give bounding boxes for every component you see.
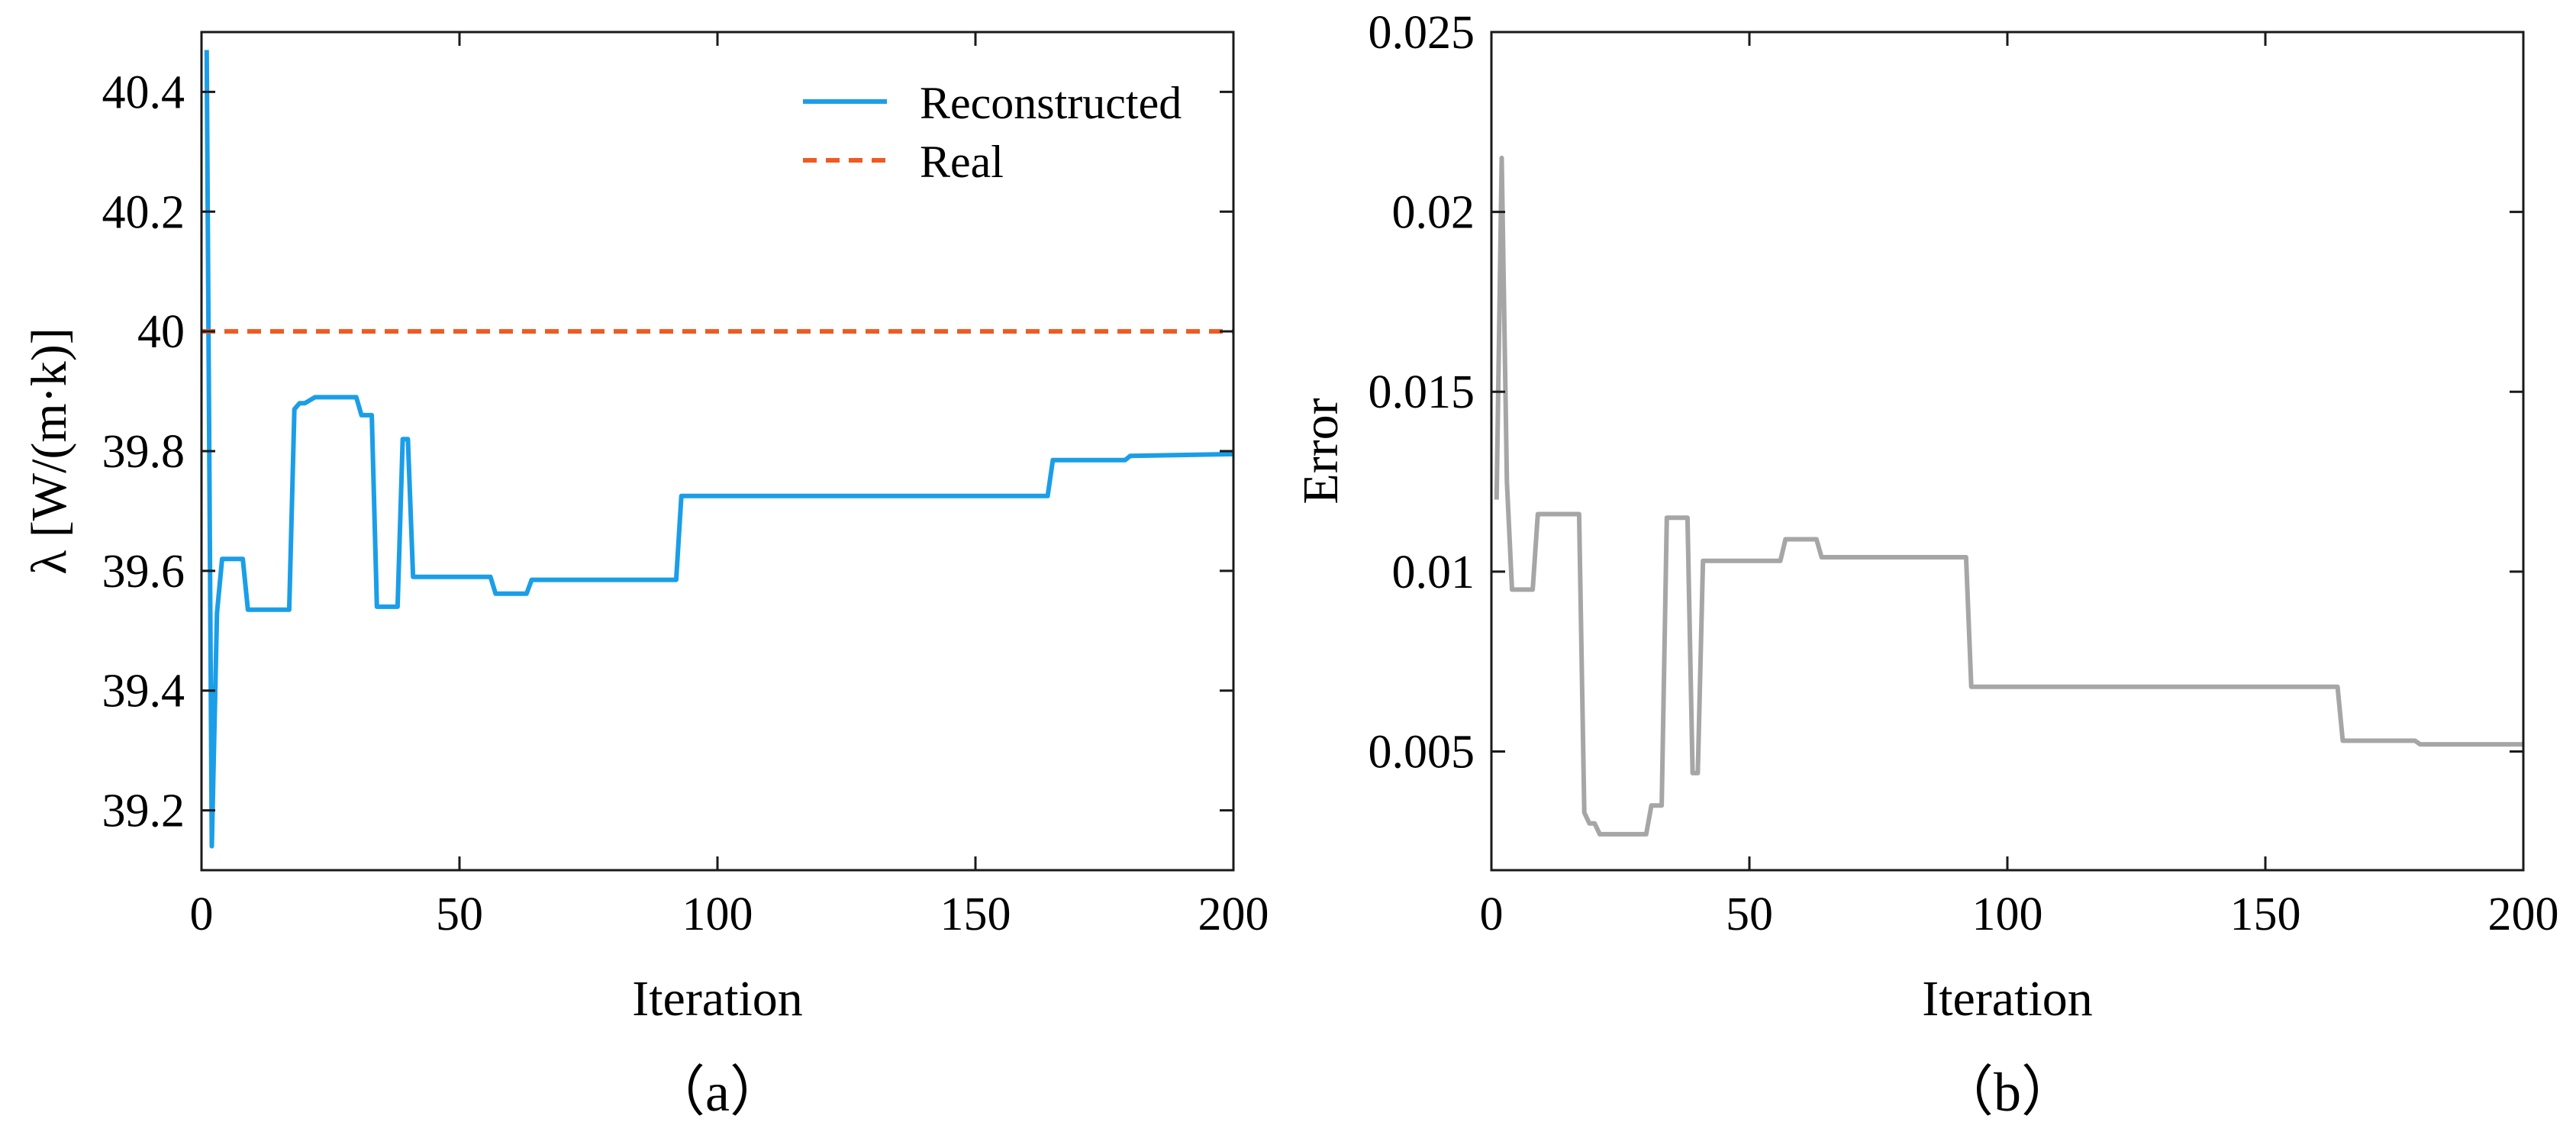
panel-a-y-axis-label: λ [W/(m·k)]	[21, 327, 77, 574]
legend-label-real: Real	[920, 137, 1004, 187]
panel-a-marks	[202, 50, 1234, 849]
panel-a-y-tick-label: 39.8	[102, 426, 185, 478]
panel-a-x-tick-label: 100	[682, 889, 753, 940]
panel-a-x-tick-label: 150	[940, 889, 1011, 940]
panel-b-marks	[1494, 155, 2523, 837]
panel-a-y-tick-label: 40.4	[102, 66, 185, 118]
panel-a-ticks: 0 50 100 150 200 39.2 39.4 39.6 39.8 40 40.2 40.4	[102, 32, 1269, 940]
panel-a-y-tick-label: 40	[137, 306, 185, 358]
panel-b-ticks: 0 50 100 150 200 0.005 0.01 0.015 0.02 0.025	[1369, 7, 2559, 940]
panel-a-legend: Reconstructed Real	[803, 78, 1182, 187]
panel-b-x-tick-label: 200	[2488, 889, 2559, 940]
panel-b-x-tick-label: 100	[1972, 889, 2043, 940]
panel-b-y-axis-label: Error	[1293, 398, 1349, 504]
panel-a-y-tick-label: 39.2	[102, 785, 185, 837]
panel-b-y-tick-label: 0.015	[1369, 366, 1475, 418]
panel-a-x-tick-label: 50	[436, 889, 483, 940]
panel-a-x-axis-label: Iteration	[632, 971, 803, 1027]
panel-b-series-error-line	[1494, 155, 2523, 837]
panel-a-y-tick-label: 40.2	[102, 186, 185, 238]
panel-a-series-reconstructed-line	[204, 50, 1234, 849]
panel-b-x-tick-label: 150	[2230, 889, 2301, 940]
panel-a-caption: （a）	[650, 1062, 785, 1123]
panel-b-y-tick-label: 0.01	[1392, 547, 1475, 598]
panel-b-y-tick-label: 0.02	[1392, 187, 1475, 239]
panel-a-x-tick-label: 0	[190, 889, 214, 940]
panel-b-y-tick-label: 0.005	[1369, 726, 1475, 778]
panel-b-x-tick-label: 0	[1480, 889, 1504, 940]
legend-label-reconstructed: Reconstructed	[920, 78, 1182, 128]
panel-a-x-tick-label: 200	[1198, 889, 1269, 940]
panel-a-y-tick-label: 39.4	[102, 666, 185, 718]
panel-a-plot-frame	[200, 31, 1235, 872]
panel-b-x-tick-label: 50	[1726, 889, 1773, 940]
panel-b-caption: （b）	[1939, 1062, 2076, 1123]
panel-b: 0 50 100 150 200 0.005 0.01 0.015 0.02 0.025 Iter…	[1293, 7, 2559, 1123]
panel-a-y-tick-label: 39.6	[102, 546, 185, 598]
panel-a: 0 50 100 150 200 39.2 39.4 39.6 39.8 40 40.2 40.4 R…	[21, 31, 1269, 1123]
panel-b-plot-frame	[1490, 31, 2525, 872]
panel-b-y-tick-label: 0.025	[1369, 7, 1475, 59]
panel-b-x-axis-label: Iteration	[1922, 971, 2093, 1027]
